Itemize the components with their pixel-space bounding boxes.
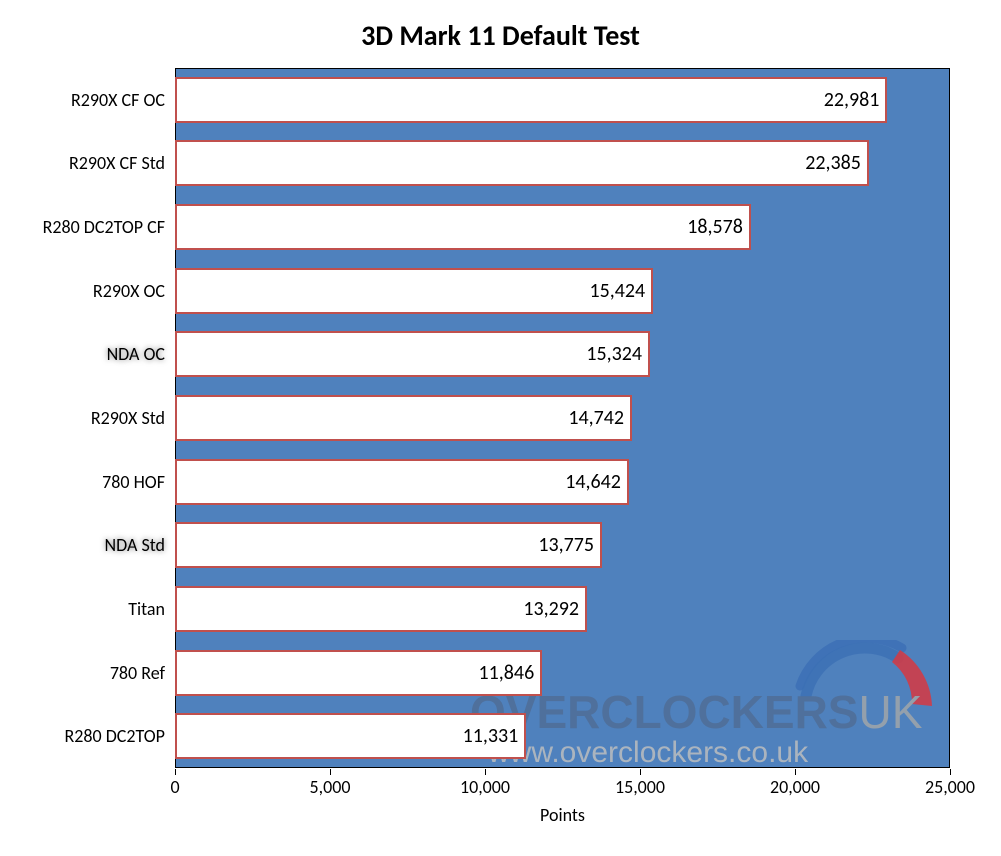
y-axis-label: NDA OC xyxy=(107,343,165,365)
x-tick-label: 15,000 xyxy=(615,776,665,798)
x-tick-mark xyxy=(485,769,486,775)
x-tick-label: 0 xyxy=(170,776,179,798)
chart-container: 3D Mark 11 Default Test OVERCLOCKERSUK w… xyxy=(0,0,1001,856)
x-tick-mark xyxy=(640,769,641,775)
bar xyxy=(175,331,650,377)
bar xyxy=(175,77,887,123)
bar xyxy=(175,204,751,250)
x-tick-label: 5,000 xyxy=(310,776,351,798)
bar-value-label: 22,981 xyxy=(824,88,880,112)
bar-value-label: 11,331 xyxy=(463,724,519,748)
bar-value-label: 13,775 xyxy=(538,533,594,557)
bar-value-label: 18,578 xyxy=(687,215,743,239)
y-axis-label: R290X CF Std xyxy=(69,152,165,174)
x-tick-mark xyxy=(950,769,951,775)
bar-value-label: 22,385 xyxy=(805,151,861,175)
y-axis-label: Titan xyxy=(128,598,165,620)
x-tick-mark xyxy=(175,769,176,775)
bar-value-label: 14,742 xyxy=(568,406,624,430)
bar xyxy=(175,268,653,314)
bar xyxy=(175,459,629,505)
bar xyxy=(175,140,869,186)
y-axis-label: R290X OC xyxy=(93,280,165,302)
bar-value-label: 13,292 xyxy=(523,597,579,621)
bar xyxy=(175,395,632,441)
y-axis-label: R290X CF OC xyxy=(71,89,165,111)
x-tick-label: 20,000 xyxy=(770,776,820,798)
x-tick-mark xyxy=(330,769,331,775)
bar-value-label: 14,642 xyxy=(565,470,621,494)
y-axis-label: R290X Std xyxy=(91,407,165,429)
x-tick-mark xyxy=(795,769,796,775)
chart-title: 3D Mark 11 Default Test xyxy=(0,18,1001,53)
bar-value-label: 15,324 xyxy=(586,342,642,366)
x-tick-label: 25,000 xyxy=(925,776,975,798)
y-axis-label: R280 DC2TOP xyxy=(65,725,166,747)
bar-value-label: 11,846 xyxy=(479,661,535,685)
x-tick-label: 10,000 xyxy=(460,776,510,798)
y-axis-label: NDA Std xyxy=(105,534,165,556)
y-axis-label: R280 DC2TOP CF xyxy=(43,216,165,238)
x-axis-title: Points xyxy=(175,804,950,826)
bar-value-label: 15,424 xyxy=(589,279,645,303)
y-axis-label: 780 HOF xyxy=(102,471,165,493)
y-axis-label: 780 Ref xyxy=(110,662,165,684)
